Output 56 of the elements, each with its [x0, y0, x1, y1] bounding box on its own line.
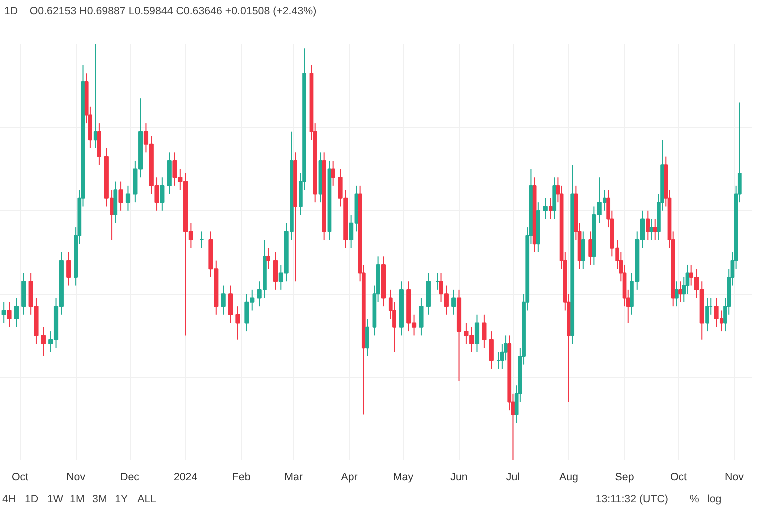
- candlestick: [228, 285, 234, 324]
- x-tick-label: Feb: [232, 472, 251, 484]
- candlestick: [482, 314, 487, 349]
- candlestick: [366, 318, 370, 357]
- x-tick-label: Jul: [506, 472, 520, 484]
- text: O0.62153 H0.69887 L0.59844 C0.63646 +0.01508 (+2.43%): [30, 6, 317, 18]
- x-tick-label: Dec: [120, 472, 140, 484]
- x-tick-label: Oct: [12, 472, 29, 484]
- text: 1D: [24, 494, 39, 506]
- candlestick: [678, 281, 682, 303]
- text: ALL: [138, 494, 157, 506]
- x-tick-label: May: [393, 472, 414, 484]
- candlestick: [221, 285, 226, 316]
- text: 3M: [92, 494, 108, 506]
- candlestick: [675, 281, 679, 308]
- candlestick: [419, 298, 424, 336]
- candlestick: [650, 218, 654, 241]
- candlestick: [126, 185, 131, 212]
- candlestick: [581, 231, 586, 270]
- candlestick: [236, 306, 240, 340]
- x-tick-label: Nov: [66, 472, 86, 484]
- x-tick-label: Nov: [725, 472, 745, 484]
- candlestick: [646, 210, 650, 241]
- candlestick: [588, 231, 593, 266]
- candlestick: [2, 302, 6, 324]
- candlestick: [331, 160, 336, 186]
- candlestick: [14, 298, 19, 328]
- candlestick: [489, 331, 494, 370]
- candlestick: [118, 181, 124, 212]
- text: 1Y: [115, 494, 128, 506]
- candlestick: [273, 252, 278, 290]
- x-tick-label: Oct: [670, 472, 688, 484]
- candlestick: [549, 198, 553, 220]
- text: 1D: [4, 6, 18, 18]
- candlestick: [706, 298, 710, 332]
- candlestick: [452, 289, 456, 316]
- candlestick: [41, 326, 46, 357]
- text: 1M: [70, 494, 85, 506]
- text: 13:11:32 (UTC): [596, 494, 668, 506]
- x-tick-label: 2024: [174, 472, 198, 484]
- candlestick: [7, 302, 12, 328]
- candlestick: [653, 218, 658, 241]
- candlestick: [543, 198, 548, 220]
- x-tick-label: Sep: [615, 472, 634, 484]
- text: log: [707, 494, 722, 506]
- text: 1W: [48, 494, 64, 506]
- candlestick: [474, 314, 480, 353]
- candlestick: [160, 177, 165, 212]
- text: %: [690, 494, 700, 506]
- candlestick: [66, 252, 72, 286]
- x-tick-label: Jun: [450, 472, 468, 484]
- text: 4H: [2, 494, 16, 506]
- candlestick: [266, 248, 270, 270]
- x-tick-label: Mar: [284, 472, 304, 484]
- x-tick-label: Aug: [560, 472, 579, 484]
- x-tick-label: Apr: [341, 472, 358, 484]
